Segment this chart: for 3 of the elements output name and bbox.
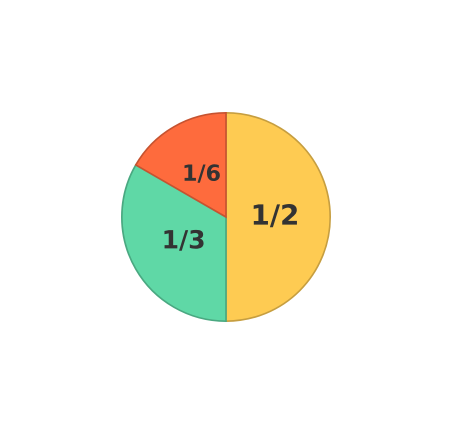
data-label: 1/3 bbox=[164, 230, 204, 251]
data-label: 1/6 bbox=[184, 164, 220, 183]
data-label: 1/2 bbox=[254, 204, 297, 228]
